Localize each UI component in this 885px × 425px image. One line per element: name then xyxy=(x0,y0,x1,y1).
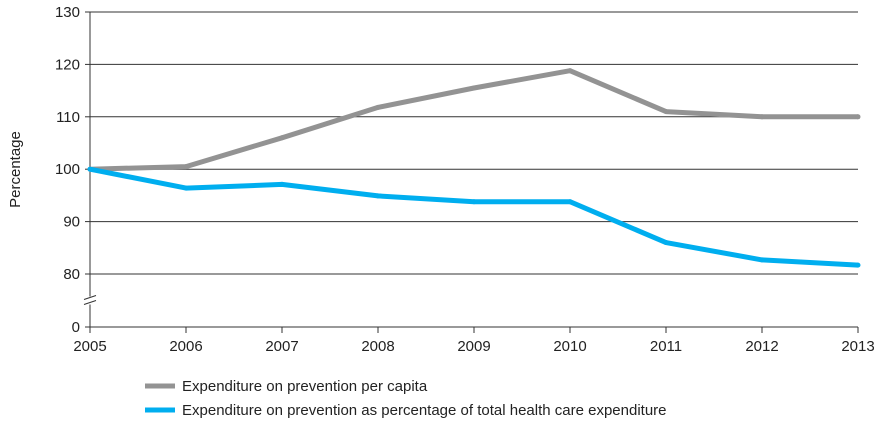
legend: Expenditure on prevention per capita Expe… xyxy=(145,378,667,419)
x-tick-label-2006: 2006 xyxy=(169,338,202,355)
y-tick-label-110: 110 xyxy=(56,109,80,126)
data-point-s2-2009 xyxy=(471,199,477,205)
data-point-s1-2008 xyxy=(375,104,381,110)
axis-break-gap xyxy=(84,296,96,305)
series xyxy=(87,68,861,268)
x-tick-label-2007: 2007 xyxy=(265,338,298,355)
x-tick-label-2010: 2010 xyxy=(553,338,586,355)
y-tick-label-120: 120 xyxy=(55,56,80,73)
series-line-2 xyxy=(89,166,859,268)
x-tick-label-2013: 2013 xyxy=(841,338,874,355)
data-point-s1-2007 xyxy=(279,135,285,141)
y-tick-label-100: 100 xyxy=(55,161,80,178)
data-point-s2-2011 xyxy=(663,240,669,246)
data-point-s1-2009 xyxy=(471,85,477,91)
data-point-s1-2012 xyxy=(759,114,765,120)
data-point-s1-2011 xyxy=(663,109,669,115)
legend-label-1: Expenditure on prevention per capita xyxy=(182,378,428,395)
x-tick-label-2008: 2008 xyxy=(361,338,394,355)
y-tick-label-80: 80 xyxy=(63,266,80,283)
axis-break-mark-upper xyxy=(83,295,97,300)
data-point-s2-2013 xyxy=(855,262,861,268)
axes: 0 80 90 100 110 120 130 2005 2006 2007 2008 2009 201… xyxy=(7,4,875,355)
data-point-s2-2010 xyxy=(567,199,573,205)
y-tick-label-0: 0 xyxy=(72,319,80,336)
legend-label-2: Expenditure on prevention as percentage … xyxy=(182,402,667,419)
series-line-1 xyxy=(89,68,858,172)
data-point-s2-2006 xyxy=(183,185,189,191)
data-point-s2-2007 xyxy=(279,181,285,187)
data-point-s2-2008 xyxy=(375,193,381,199)
x-tick-label-2011: 2011 xyxy=(650,338,682,355)
data-point-s1-2006 xyxy=(183,164,189,170)
data-point-s1-2013 xyxy=(855,114,861,120)
data-point-s1-2010 xyxy=(567,68,573,74)
data-point-s2-2012 xyxy=(759,257,765,263)
axis-break-mark-lower xyxy=(83,300,97,305)
data-point-s2-2005 xyxy=(87,166,93,172)
x-tick-label-2005: 2005 xyxy=(73,338,106,355)
y-tick-label-130: 130 xyxy=(55,4,80,21)
y-axis-title: Percentage xyxy=(7,131,24,208)
x-tick-label-2012: 2012 xyxy=(745,338,778,355)
y-tick-label-90: 90 xyxy=(63,214,80,231)
gridlines xyxy=(90,11,858,275)
x-tick-label-2009: 2009 xyxy=(457,338,490,355)
